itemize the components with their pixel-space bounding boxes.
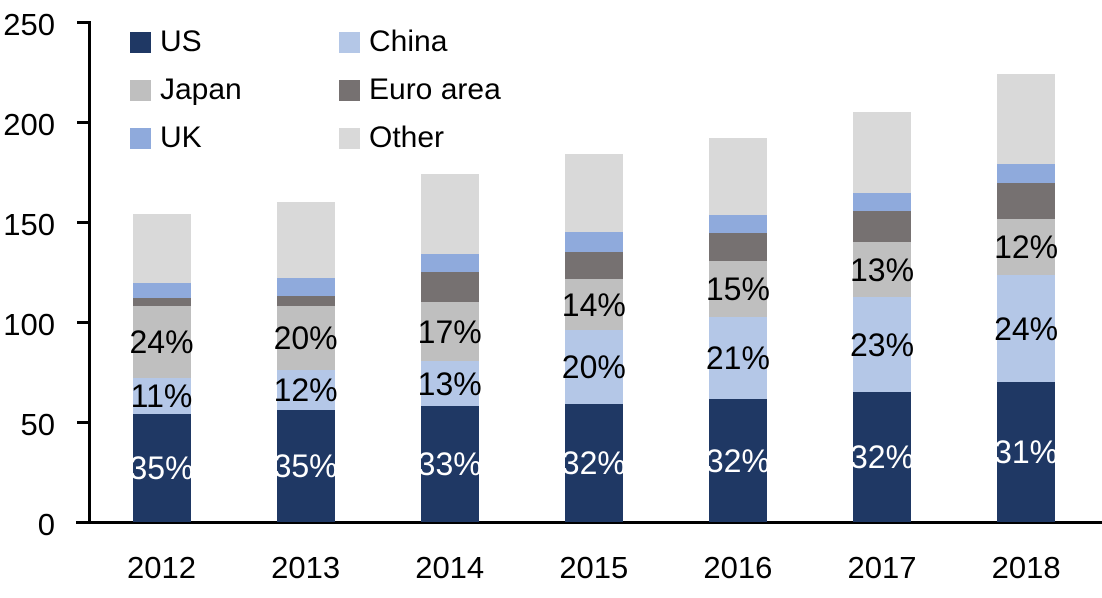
legend-swatch-us [130, 31, 151, 53]
bar-2017-uk [853, 193, 911, 211]
y-tick-label: 250 [3, 7, 55, 42]
bar-2013-uk [276, 278, 335, 296]
bar-2016-japan [708, 261, 767, 317]
x-axis-label-2016: 2016 [703, 550, 773, 585]
bar-2012-japan [132, 306, 191, 378]
legend-swatch-china [339, 31, 360, 53]
legend-label-china: China [369, 25, 448, 58]
y-tick [77, 421, 90, 424]
bar-2013-japan [276, 306, 335, 370]
bar-2017-china [853, 297, 911, 392]
bar-2013-us [276, 410, 335, 522]
x-axis-label-2012: 2012 [127, 550, 196, 585]
legend-item-euro-area: Euro area [339, 74, 501, 106]
bar-2012-china [132, 378, 191, 414]
legend-label-us: US [160, 25, 202, 58]
bar-2013-other [276, 202, 335, 278]
legend-item-uk: UK [130, 122, 339, 154]
bar-2012-us [132, 414, 191, 522]
legend-swatch-euro-area [339, 79, 360, 101]
legend-item-other: Other [339, 122, 501, 154]
legend-label-japan: Japan [160, 73, 242, 106]
bar-2018-japan [997, 219, 1056, 275]
bar-2016-other [708, 138, 767, 215]
bar-2013-euro-area [276, 296, 335, 306]
bar-2018-uk [997, 164, 1056, 183]
bar-2015-other [564, 154, 623, 232]
x-axis-label-2018: 2018 [991, 550, 1061, 585]
bar-2014-other [420, 174, 479, 254]
y-tick-label: 100 [3, 307, 55, 342]
legend-swatch-uk [130, 127, 151, 149]
bar-2016-us [708, 399, 767, 522]
bar-2014-euro-area [420, 272, 479, 302]
legend-swatch-other [339, 127, 360, 149]
y-tick [77, 121, 90, 124]
legend-swatch-japan [130, 79, 151, 101]
legend: US China Japan Euro area UK Other [130, 26, 501, 154]
bar-2014-japan [420, 302, 479, 361]
bar-2018-us [997, 382, 1056, 522]
legend-item-us: US [130, 26, 339, 58]
bar-2013-china [276, 370, 335, 410]
legend-label-uk: UK [160, 121, 202, 154]
y-axis-line [88, 21, 91, 523]
bar-2015-uk [564, 232, 623, 252]
bar-2015-china [564, 330, 623, 404]
bar-2014-us [420, 406, 479, 522]
y-tick [77, 321, 90, 324]
bar-2016-uk [708, 215, 767, 233]
y-tick-label: 200 [3, 107, 55, 142]
bar-2018-other [997, 74, 1056, 164]
y-tick-label: 0 [37, 507, 55, 542]
bar-2015-euro-area [564, 252, 623, 279]
bar-2014-uk [420, 254, 479, 272]
x-axis-label-2017: 2017 [847, 550, 917, 585]
y-tick [77, 521, 90, 524]
bar-2012-uk [132, 283, 191, 298]
bar-2016-euro-area [708, 233, 767, 261]
bar-2012-other [132, 214, 191, 283]
bar-2015-japan [564, 279, 623, 330]
y-tick-label: 150 [3, 207, 55, 242]
y-tick [77, 21, 90, 24]
bar-2015-us [564, 404, 623, 522]
bar-2012-euro-area [132, 298, 191, 306]
bar-2016-china [708, 317, 767, 399]
bar-2017-euro-area [853, 211, 911, 242]
x-axis-label-2015: 2015 [559, 550, 629, 585]
bar-2017-other [853, 112, 911, 193]
y-tick [77, 221, 90, 224]
legend-item-china: China [339, 26, 501, 58]
x-axis-line [76, 521, 1102, 524]
x-axis-label-2013: 2013 [271, 550, 341, 585]
bar-2017-us [853, 392, 911, 522]
bar-2018-euro-area [997, 183, 1056, 219]
y-tick-label: 50 [20, 407, 55, 442]
bar-2017-japan [853, 242, 911, 297]
legend-label-other: Other [369, 121, 445, 154]
legend-label-euro-area: Euro area [369, 73, 501, 106]
bar-2014-china [420, 361, 479, 406]
bar-2018-china [997, 275, 1056, 382]
legend-item-japan: Japan [130, 74, 339, 106]
x-axis-label-2014: 2014 [415, 550, 485, 585]
